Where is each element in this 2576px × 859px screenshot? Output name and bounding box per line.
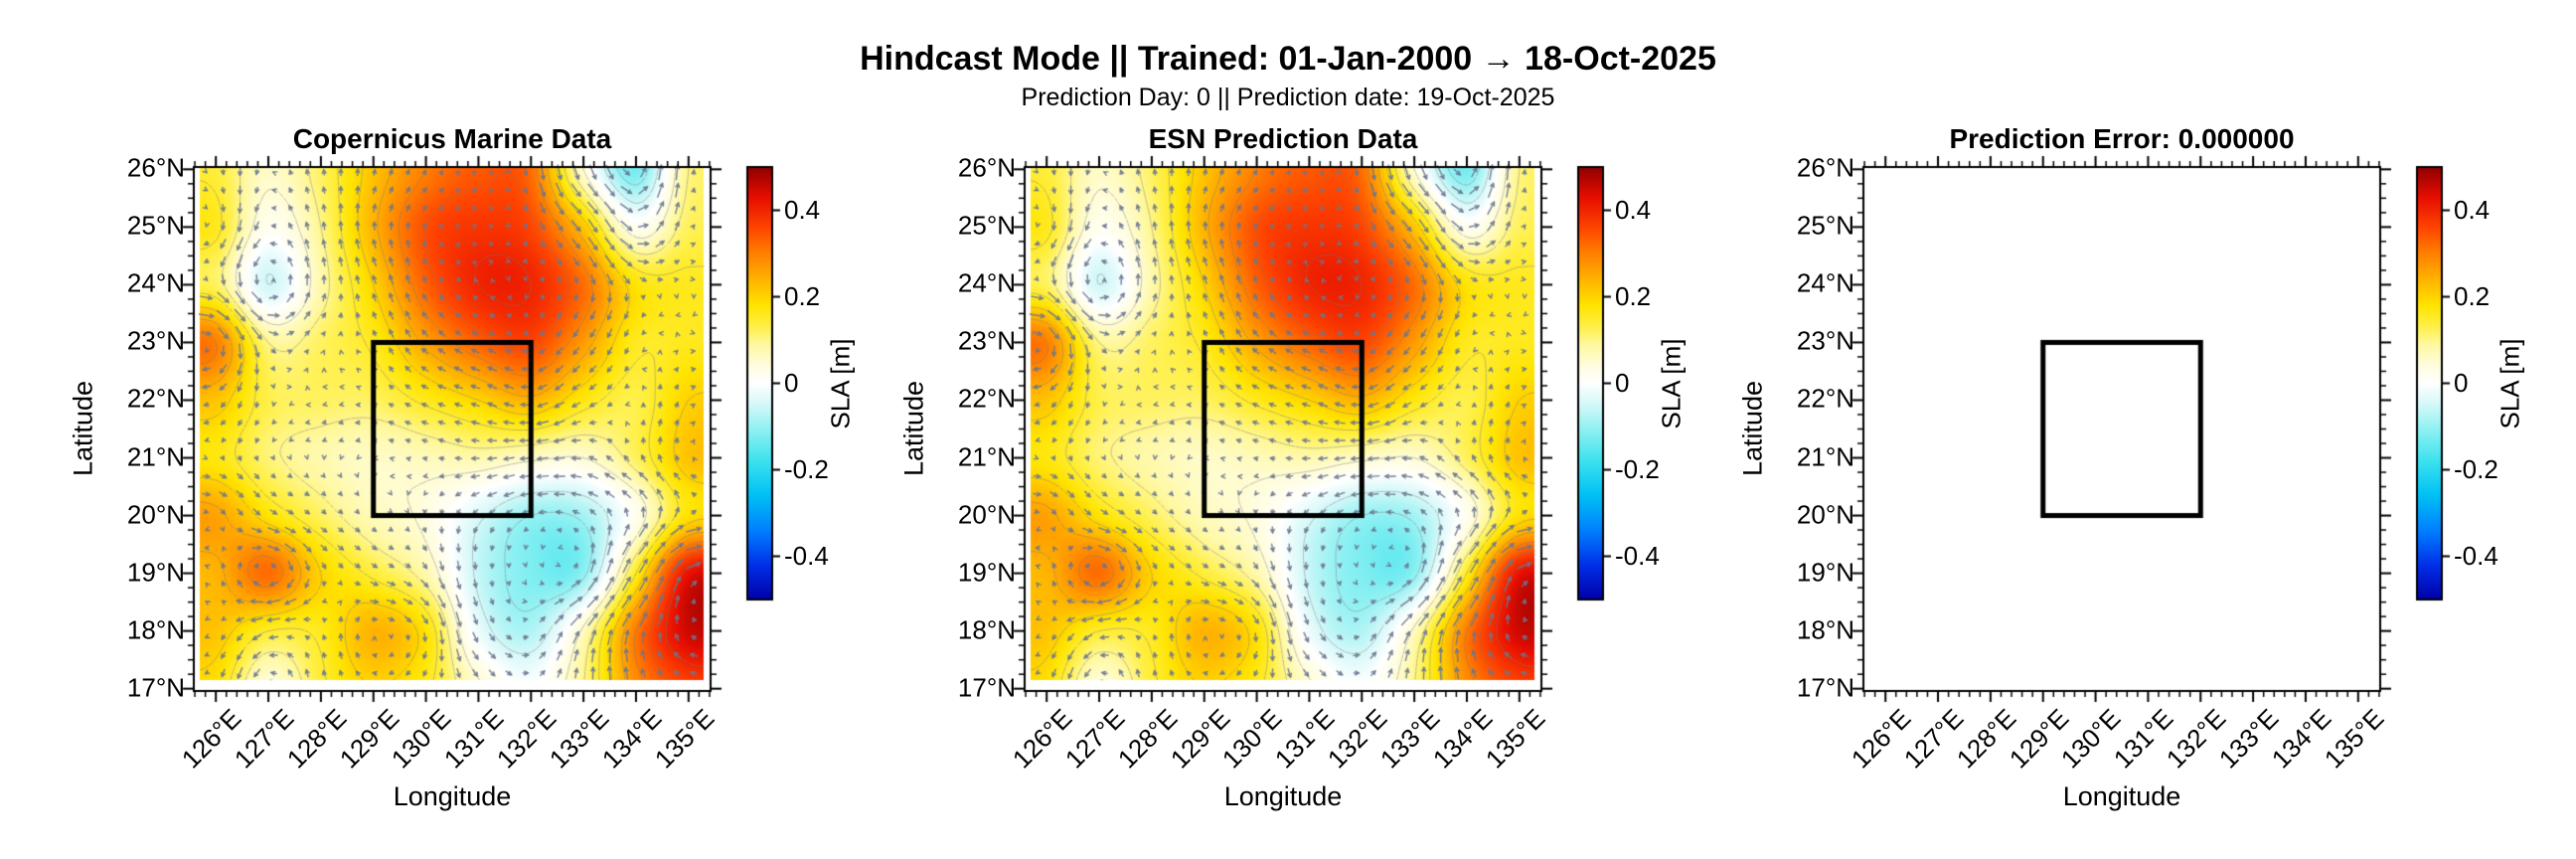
y-tick-label: 20°N bbox=[957, 498, 1016, 529]
colorbar-tick-label: -0.4 bbox=[2454, 540, 2498, 571]
y-tick-label: 23°N bbox=[1796, 325, 1854, 356]
y-tick-label: 18°N bbox=[1796, 613, 1854, 644]
y-tick-label: 19°N bbox=[126, 556, 185, 587]
x-axis-label: Longitude bbox=[2062, 781, 2181, 811]
y-tick-label: 20°N bbox=[126, 498, 185, 529]
colorbar-tick-label: -0.2 bbox=[1615, 453, 1660, 484]
colorbar-label: SLA [m] bbox=[2495, 338, 2525, 430]
y-tick-label: 18°N bbox=[126, 613, 185, 644]
y-tick-label: 24°N bbox=[1796, 267, 1854, 298]
y-axis-label: Latitude bbox=[68, 380, 98, 477]
y-tick-label: 22°N bbox=[126, 383, 185, 414]
subtitle: Prediction Day: 0 || Prediction date: 19… bbox=[1021, 84, 1555, 111]
colorbar-tick-label: -0.4 bbox=[784, 540, 829, 571]
y-tick-label: 24°N bbox=[126, 267, 185, 298]
colorbar-label: SLA [m] bbox=[825, 338, 856, 430]
colorbar-tick-label: 0 bbox=[784, 367, 799, 398]
y-tick-label: 19°N bbox=[957, 556, 1016, 587]
panel-3-title: Prediction Error: 0.000000 bbox=[1949, 123, 2295, 154]
colorbar-tick-label: -0.2 bbox=[784, 453, 829, 484]
colorbar-label: SLA [m] bbox=[1656, 338, 1687, 430]
colorbar-tick-label: 0 bbox=[1615, 367, 1630, 398]
y-tick-label: 20°N bbox=[1796, 498, 1854, 529]
y-tick-label: 26°N bbox=[957, 152, 1016, 183]
y-tick-label: 22°N bbox=[1796, 383, 1854, 414]
y-tick-label: 17°N bbox=[126, 671, 185, 702]
y-tick-label: 23°N bbox=[957, 325, 1016, 356]
x-axis-label: Longitude bbox=[1223, 781, 1343, 811]
y-tick-label: 25°N bbox=[957, 210, 1016, 241]
colorbar-tick-label: 0.4 bbox=[784, 194, 821, 225]
y-tick-label: 21°N bbox=[1796, 440, 1854, 471]
y-tick-label: 19°N bbox=[1796, 556, 1854, 587]
colorbar-tick-label: 0.2 bbox=[2454, 280, 2491, 311]
y-tick-label: 25°N bbox=[126, 210, 185, 241]
colorbar-tick-label: 0.2 bbox=[784, 280, 821, 311]
x-axis-label: Longitude bbox=[393, 781, 512, 811]
colorbar-tick-label: 0.2 bbox=[1615, 280, 1652, 311]
y-tick-label: 17°N bbox=[957, 671, 1016, 702]
y-tick-label: 24°N bbox=[957, 267, 1016, 298]
y-tick-label: 23°N bbox=[126, 325, 185, 356]
y-tick-label: 26°N bbox=[1796, 152, 1854, 183]
y-tick-label: 26°N bbox=[126, 152, 185, 183]
y-axis-label: Latitude bbox=[898, 380, 929, 477]
main-title: Hindcast Mode || Trained: 01-Jan-2000 → … bbox=[860, 40, 1716, 78]
colorbar-tick-label: 0 bbox=[2454, 367, 2469, 398]
colorbar-tick-label: 0.4 bbox=[1615, 194, 1652, 225]
y-tick-label: 18°N bbox=[957, 613, 1016, 644]
panel-1-title: Copernicus Marine Data bbox=[292, 123, 612, 154]
y-tick-label: 25°N bbox=[1796, 210, 1854, 241]
y-tick-label: 22°N bbox=[957, 383, 1016, 414]
y-axis-label: Latitude bbox=[1737, 380, 1768, 477]
y-tick-label: 21°N bbox=[957, 440, 1016, 471]
colorbar-tick-label: -0.2 bbox=[2454, 453, 2498, 484]
colorbar-tick-label: 0.4 bbox=[2454, 194, 2491, 225]
colorbar-tick-label: -0.4 bbox=[1615, 540, 1660, 571]
y-tick-label: 17°N bbox=[1796, 671, 1854, 702]
panel-2-title: ESN Prediction Data bbox=[1148, 123, 1418, 154]
y-tick-label: 21°N bbox=[126, 440, 185, 471]
